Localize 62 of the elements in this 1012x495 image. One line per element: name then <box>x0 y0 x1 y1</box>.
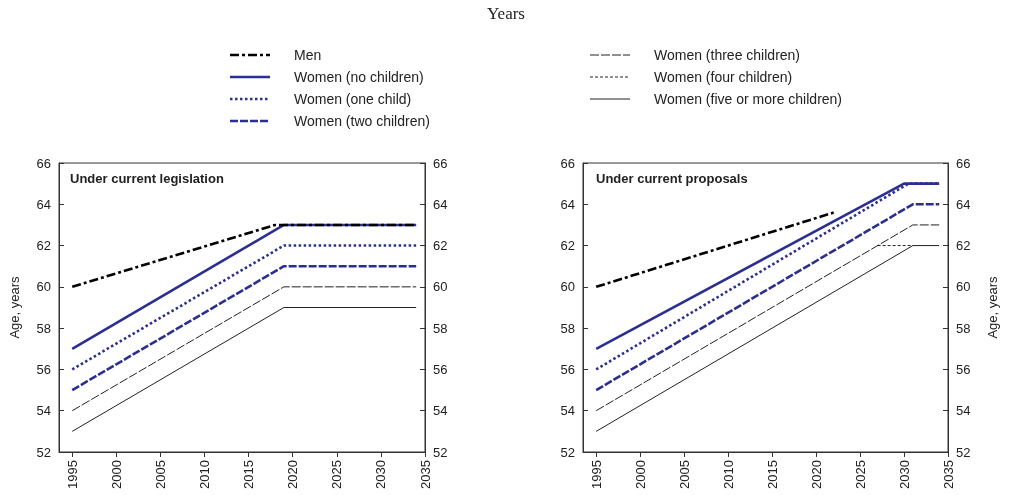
y-tick-label: 56 <box>36 361 51 377</box>
x-tick-label: 2020 <box>285 460 301 489</box>
y2-tick-label: 56 <box>956 361 971 377</box>
y2-tick-label: 56 <box>433 361 448 377</box>
x-tick-label: 2030 <box>896 460 912 489</box>
x-tick-label: 2015 <box>764 460 780 489</box>
y2-tick-label: 58 <box>433 320 448 336</box>
x-tick-label: 2030 <box>373 460 389 489</box>
legend-label: Women (two children) <box>294 113 430 129</box>
y-tick-label: 62 <box>560 238 575 254</box>
x-tick-label: 2020 <box>808 460 824 489</box>
y-tick-label: 52 <box>560 444 575 460</box>
y-tick-label: 58 <box>36 320 51 336</box>
legend-label: Women (three children) <box>654 47 801 63</box>
y2-tick-label: 62 <box>433 238 448 254</box>
y-tick-label: 56 <box>560 361 575 377</box>
y2-axis-title: Age, years <box>985 275 1000 339</box>
x-tick-label: 2025 <box>852 460 868 489</box>
y2-tick-label: 60 <box>956 279 971 295</box>
y-tick-label: 60 <box>560 279 575 295</box>
y2-tick-label: 66 <box>956 155 971 171</box>
y-tick-label: 66 <box>36 155 51 171</box>
legend-label: Women (one child) <box>294 91 412 107</box>
x-tick-label: 1995 <box>588 460 604 489</box>
y2-tick-label: 54 <box>433 403 448 419</box>
y2-tick-label: 58 <box>956 320 971 336</box>
y2-tick-label: 60 <box>433 279 448 295</box>
legend-label: Women (five or more children) <box>654 91 843 107</box>
text: Under current legislation <box>70 171 224 186</box>
y2-tick-label: 64 <box>956 196 971 212</box>
x-tick-label: 2025 <box>329 460 345 489</box>
text: Under current proposals <box>596 171 748 186</box>
x-tick-label: 2035 <box>417 460 433 489</box>
y2-tick-label: 52 <box>433 444 448 460</box>
x-tick-label: 2015 <box>241 460 257 489</box>
y-axis-title: Age, years <box>7 275 22 339</box>
y-tick-label: 64 <box>36 196 51 212</box>
y2-tick-label: 66 <box>433 155 448 171</box>
y2-tick-label: 54 <box>956 403 971 419</box>
y2-tick-label: 62 <box>956 238 971 254</box>
x-tick-label: 1995 <box>64 460 80 489</box>
y-tick-label: 52 <box>36 444 51 460</box>
y2-tick-label: 64 <box>433 196 448 212</box>
x-tick-label: 2005 <box>152 460 168 489</box>
x-tick-label: 2010 <box>197 460 213 489</box>
y-tick-label: 64 <box>560 196 575 212</box>
y-tick-label: 54 <box>560 403 575 419</box>
x-tick-label: 2005 <box>676 460 692 489</box>
y-tick-label: 58 <box>560 320 575 336</box>
legend-label: Men <box>294 47 322 63</box>
y-tick-label: 62 <box>36 238 51 254</box>
x-tick-label: 2035 <box>940 460 956 489</box>
y2-tick-label: 52 <box>956 444 971 460</box>
y-tick-label: 66 <box>560 155 575 171</box>
legend-label: Women (four children) <box>654 69 793 85</box>
legend-label: Women (no children) <box>294 69 424 85</box>
x-axis-title: Years <box>486 4 526 24</box>
x-tick-label: 2000 <box>108 460 124 489</box>
x-tick-label: 2010 <box>720 460 736 489</box>
y-tick-label: 60 <box>36 279 51 295</box>
x-tick-label: 2000 <box>632 460 648 489</box>
y-tick-label: 54 <box>36 403 51 419</box>
